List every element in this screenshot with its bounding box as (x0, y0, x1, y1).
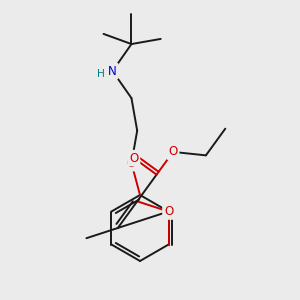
Text: O: O (129, 152, 139, 165)
Text: H: H (97, 69, 104, 79)
Text: O: O (164, 205, 173, 218)
Text: N: N (108, 64, 117, 78)
Text: O: O (169, 146, 178, 158)
Text: O: O (127, 157, 136, 169)
